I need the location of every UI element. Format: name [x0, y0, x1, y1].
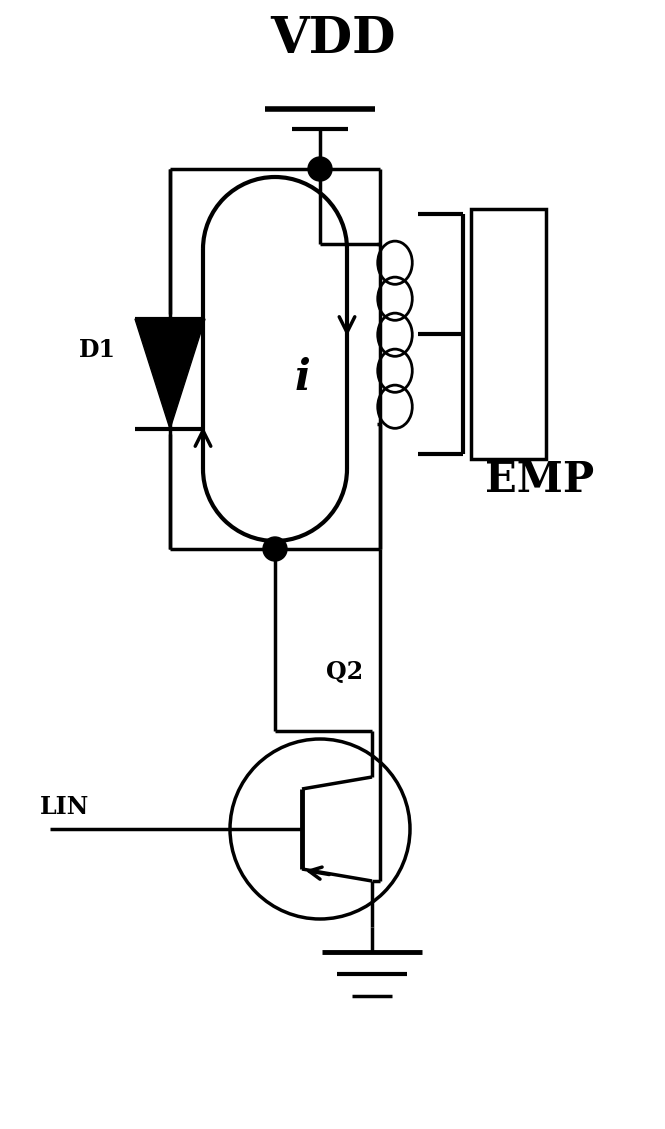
Circle shape [230, 739, 410, 919]
Polygon shape [135, 320, 205, 429]
Text: i: i [295, 357, 311, 400]
Text: VDD: VDD [270, 15, 395, 64]
Text: EMP: EMP [485, 458, 595, 501]
Circle shape [308, 157, 332, 181]
Text: LIN: LIN [40, 795, 89, 820]
Text: Q2: Q2 [326, 659, 363, 684]
Text: D1: D1 [79, 338, 116, 362]
Bar [471, 209, 546, 460]
Circle shape [263, 537, 287, 561]
